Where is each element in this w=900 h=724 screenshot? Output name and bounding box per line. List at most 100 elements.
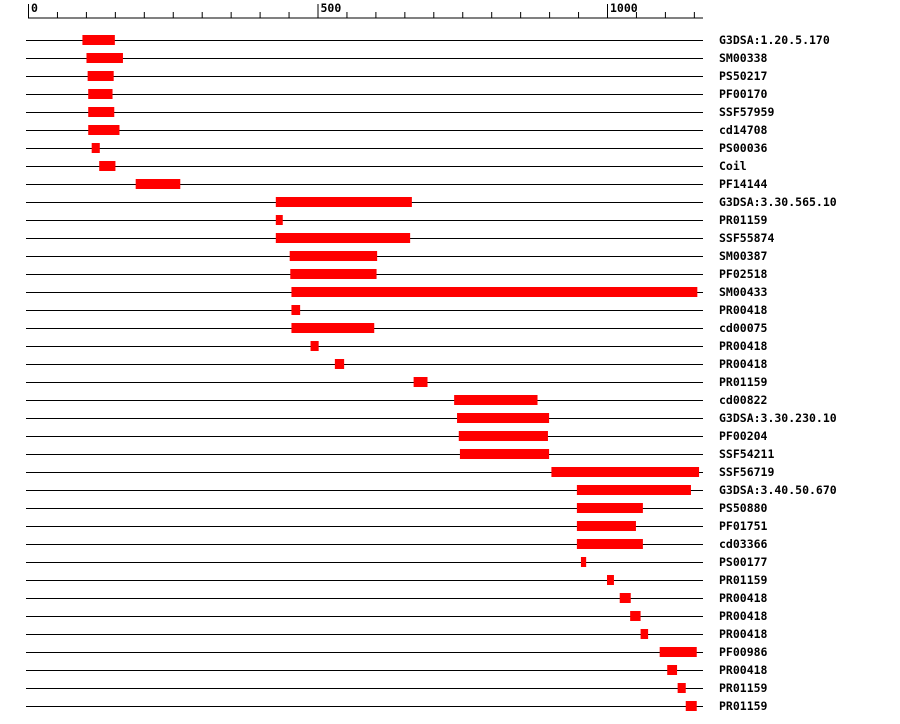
feature-row: PR00418 xyxy=(26,663,768,677)
feature-bar xyxy=(607,575,614,585)
feature-bar xyxy=(413,377,428,387)
x-tick-label: 0 xyxy=(31,1,38,15)
row-label: PR00418 xyxy=(719,663,768,677)
feature-bar xyxy=(576,503,643,513)
row-label: G3DSA:3.30.565.10 xyxy=(719,195,837,209)
feature-row: SM00338 xyxy=(26,51,768,65)
row-label: PS00036 xyxy=(719,141,768,155)
row-label: cd00075 xyxy=(719,321,768,335)
row-label: PF02518 xyxy=(719,267,768,281)
row-label: PR01159 xyxy=(719,213,768,227)
feature-row: PR00418 xyxy=(26,357,768,371)
row-label: SSF55874 xyxy=(719,231,774,245)
row-label: cd14708 xyxy=(719,123,768,137)
feature-bar xyxy=(457,413,550,423)
feature-row: PS50880 xyxy=(26,501,768,515)
feature-row: SSF55874 xyxy=(26,231,774,245)
x-axis: 0 500 1000 xyxy=(28,1,703,19)
row-label: PR01159 xyxy=(719,681,768,695)
feature-bar xyxy=(667,665,678,675)
feature-bar xyxy=(290,269,377,279)
row-label: PF00170 xyxy=(719,87,768,101)
feature-bar xyxy=(275,215,283,225)
feature-bar xyxy=(576,539,643,549)
feature-bar xyxy=(576,521,636,531)
feature-row: Coil xyxy=(26,159,747,173)
row-label: PR00418 xyxy=(719,303,768,317)
row-label: PS50217 xyxy=(719,69,768,83)
feature-bar xyxy=(677,683,686,693)
feature-row: PF00204 xyxy=(26,429,768,443)
row-label: G3DSA:1.20.5.170 xyxy=(719,33,830,47)
row-label: cd00822 xyxy=(719,393,767,407)
feature-row: PF01751 xyxy=(26,519,768,533)
feature-bar xyxy=(275,233,411,243)
feature-bar xyxy=(275,197,412,207)
feature-bar xyxy=(659,647,697,657)
row-label: PR00418 xyxy=(719,591,768,605)
row-label: PS50880 xyxy=(719,501,768,515)
row-label: SSF56719 xyxy=(719,465,774,479)
feature-row: PF00170 xyxy=(26,87,768,101)
row-label: SM00338 xyxy=(719,51,768,65)
row-label: cd03366 xyxy=(719,537,768,551)
feature-row: G3DSA:3.40.50.670 xyxy=(26,483,837,497)
feature-row: cd03366 xyxy=(26,537,768,551)
feature-row: PF02518 xyxy=(26,267,768,281)
feature-row: SM00433 xyxy=(26,285,768,299)
feature-bar xyxy=(454,395,538,405)
feature-row: SM00387 xyxy=(26,249,768,263)
feature-row: G3DSA:1.20.5.170 xyxy=(26,33,830,47)
row-label: PR01159 xyxy=(719,375,768,389)
feature-row: SSF54211 xyxy=(26,447,774,461)
feature-row: PR00418 xyxy=(26,609,768,623)
row-label: G3DSA:3.30.230.10 xyxy=(719,411,837,425)
feature-row: SSF56719 xyxy=(26,465,774,479)
feature-row: PR00418 xyxy=(26,339,768,353)
row-label: PR01159 xyxy=(719,573,768,587)
feature-bar xyxy=(289,251,378,261)
feature-row: PR01159 xyxy=(26,213,768,227)
feature-row: PR01159 xyxy=(26,375,768,389)
feature-row: cd00822 xyxy=(26,393,767,407)
row-label: G3DSA:3.40.50.670 xyxy=(719,483,837,497)
feature-row: PR00418 xyxy=(26,627,768,641)
feature-bar xyxy=(135,179,181,189)
row-label: PS00177 xyxy=(719,555,768,569)
row-label: SSF57959 xyxy=(719,105,774,119)
feature-row: SSF57959 xyxy=(26,105,774,119)
row-label: PR00418 xyxy=(719,627,768,641)
x-tick-label: 1000 xyxy=(610,1,638,15)
feature-row: PS50217 xyxy=(26,69,768,83)
row-label: PR00418 xyxy=(719,609,768,623)
row-label: PF14144 xyxy=(719,177,768,191)
feature-bar xyxy=(551,467,700,477)
feature-bar xyxy=(580,557,587,567)
row-label: SSF54211 xyxy=(719,447,774,461)
feature-bar xyxy=(99,161,116,171)
feature-bar xyxy=(619,593,631,603)
feature-bar xyxy=(291,287,698,297)
feature-row: G3DSA:3.30.565.10 xyxy=(26,195,837,209)
feature-bar xyxy=(88,107,115,117)
row-label: PR00418 xyxy=(719,339,768,353)
feature-bar xyxy=(459,449,550,459)
row-label: PF00204 xyxy=(719,429,768,443)
feature-row: PS00177 xyxy=(26,555,768,569)
feature-bar xyxy=(86,53,123,63)
feature-row: PS00036 xyxy=(26,141,768,155)
row-label: SM00387 xyxy=(719,249,768,263)
feature-row: cd14708 xyxy=(26,123,768,137)
feature-bar xyxy=(291,305,301,315)
feature-row: PR01159 xyxy=(26,681,768,695)
feature-bar xyxy=(88,89,113,99)
feature-bar xyxy=(458,431,548,441)
feature-rows: G3DSA:1.20.5.170 SM00338 PS50217 PF00170 SSF… xyxy=(26,33,837,713)
row-label: PR01159 xyxy=(719,699,768,713)
row-label: PF01751 xyxy=(719,519,768,533)
row-label: Coil xyxy=(719,159,747,173)
feature-bar xyxy=(576,485,691,495)
feature-bar xyxy=(685,701,697,711)
feature-row: G3DSA:3.30.230.10 xyxy=(26,411,837,425)
